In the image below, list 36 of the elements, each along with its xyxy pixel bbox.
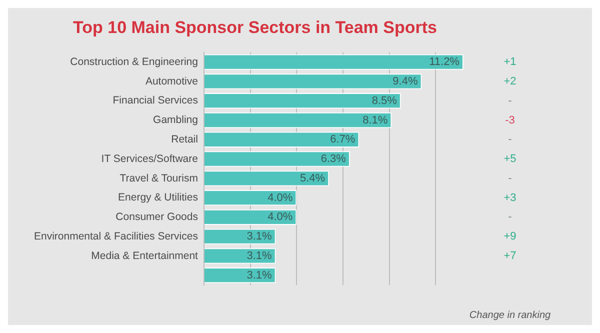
data-label: 11.2% (429, 56, 460, 68)
y-tick-label: IT Services/Software (101, 152, 198, 165)
y-tick-label: Construction & Engineering (70, 56, 198, 68)
text: - (508, 172, 512, 184)
y-tick-label: Consumer Goods (116, 211, 198, 224)
chart-title: Top 10 Main Sponsor Sectors in Team Sports (73, 18, 437, 37)
text: - (508, 134, 512, 146)
data-label: 3.1% (246, 250, 272, 262)
data-label: 3.1% (246, 269, 272, 282)
data-label: 8.1% (362, 114, 388, 126)
text: +1 (504, 56, 516, 68)
text: -3 (505, 114, 515, 126)
text: - (508, 94, 512, 107)
y-tick-label: Media & Entertainment (91, 250, 198, 262)
text: +3 (504, 192, 516, 204)
data-label: 9.4% (392, 76, 418, 88)
text: Change in ranking (469, 310, 552, 321)
y-tick-label: Gambling (153, 114, 198, 126)
text: - (508, 211, 512, 224)
text: +5 (504, 153, 516, 166)
text: +7 (504, 250, 516, 262)
y-tick-label: Retail (171, 134, 198, 146)
data-label: 4.0% (268, 211, 293, 224)
text: +9 (504, 230, 516, 243)
y-tick-label: Energy & Utilities (118, 192, 198, 204)
data-label: 6.3% (320, 153, 346, 166)
y-tick-label: Financial Services (112, 94, 198, 107)
data-label: 4.0% (268, 192, 293, 204)
y-tick-label: Environmental & Facilities Services (34, 230, 198, 242)
data-label: 3.1% (246, 230, 272, 243)
data-label: 6.7% (330, 134, 356, 146)
y-tick-label: Automotive (145, 75, 198, 88)
y-tick-label: Travel & Tourism (120, 172, 198, 184)
text: +2 (504, 76, 516, 88)
data-label: 8.5% (372, 94, 398, 107)
data-label: 5.4% (300, 172, 326, 184)
